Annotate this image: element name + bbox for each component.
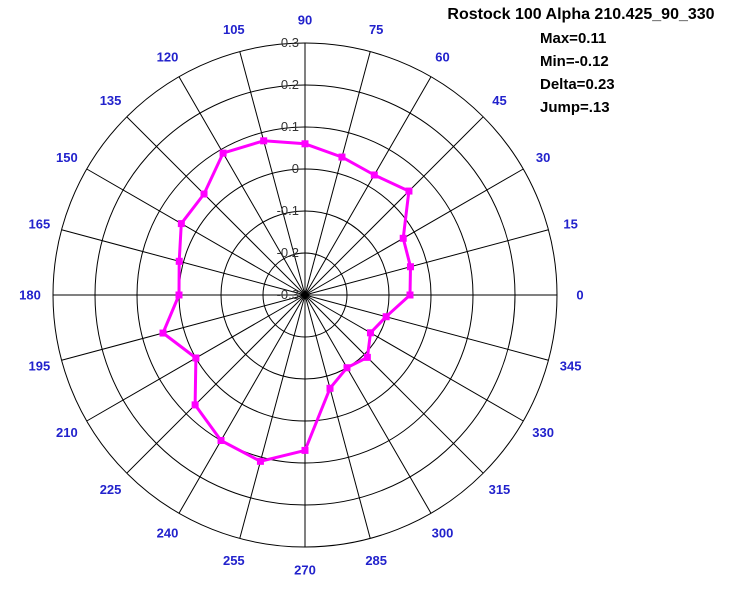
radial-tick-label: -0.3: [277, 287, 299, 302]
angle-label: 345: [560, 359, 582, 374]
data-point-marker: [370, 171, 378, 179]
angle-label: 240: [157, 526, 179, 541]
data-point-marker: [200, 190, 208, 198]
angle-label: 105: [223, 22, 245, 37]
data-point-marker: [382, 313, 390, 321]
grid-spoke: [126, 116, 306, 296]
grid-spoke: [304, 51, 371, 296]
data-point-marker: [343, 364, 351, 372]
angle-label: 195: [29, 359, 51, 374]
grid-spoke: [239, 294, 306, 539]
grid-spoke: [304, 116, 484, 296]
angle-label: 90: [298, 13, 312, 28]
grid-spoke: [178, 294, 306, 514]
angle-label: 300: [432, 526, 454, 541]
grid-spoke: [126, 294, 306, 474]
grid-spoke: [304, 294, 432, 514]
data-point-marker: [159, 329, 167, 337]
data-point-marker: [219, 149, 227, 157]
grid-spoke: [239, 51, 306, 296]
radial-tick-label: 0.2: [281, 77, 299, 92]
angle-label: 210: [56, 425, 78, 440]
angle-label: 150: [56, 150, 78, 165]
angle-label: 60: [435, 49, 449, 64]
data-point-marker: [326, 384, 334, 392]
angle-label: 0: [576, 288, 583, 303]
grid-spoke: [304, 168, 524, 296]
angle-label: 315: [489, 482, 511, 497]
data-point-marker: [301, 140, 309, 148]
angle-label: 30: [536, 150, 550, 165]
data-point-marker: [301, 446, 309, 454]
data-point-marker: [175, 257, 183, 265]
chart-title: Rostock 100 Alpha 210.425_90_330: [447, 6, 715, 23]
data-point-marker: [260, 137, 268, 145]
radial-tick-label: 0.1: [281, 119, 299, 134]
angle-label: 135: [100, 93, 122, 108]
radial-tick-label: -0.2: [277, 245, 299, 260]
radial-tick-label: -0.1: [277, 203, 299, 218]
grid-spoke: [61, 229, 306, 296]
stat-delta: Delta=0.23: [540, 76, 615, 93]
grid-spoke: [304, 294, 371, 539]
data-point-marker: [191, 401, 199, 409]
angle-label: 285: [365, 553, 387, 568]
angle-label: 165: [29, 216, 51, 231]
chart-stats: Max=0.11 Min=-0.12 Delta=0.23 Jump=.13: [540, 27, 615, 119]
radial-tick-label: 0: [292, 161, 299, 176]
data-point-marker: [177, 220, 185, 228]
data-point-marker: [406, 263, 414, 271]
angle-label: 15: [563, 216, 577, 231]
data-point-marker: [338, 153, 346, 161]
stat-min: Min=-0.12: [540, 53, 609, 70]
grid-spoke: [86, 168, 306, 296]
angle-label: 255: [223, 553, 245, 568]
angle-label: 75: [369, 22, 383, 37]
angle-label: 270: [294, 563, 316, 578]
stat-jump: Jump=.13: [540, 99, 610, 116]
data-point-marker: [405, 187, 413, 195]
stat-max: Max=0.11: [540, 30, 607, 47]
data-point-marker: [406, 291, 414, 299]
data-point-marker: [175, 291, 183, 299]
angle-label: 225: [100, 482, 122, 497]
radial-tick-label: 0.3: [281, 35, 299, 50]
data-point-marker: [366, 329, 374, 337]
grid-spoke: [178, 76, 306, 296]
data-point-marker: [217, 436, 225, 444]
angle-label: 180: [19, 288, 41, 303]
data-point-marker: [363, 353, 371, 361]
angle-label: 120: [157, 49, 179, 64]
data-point-marker: [399, 234, 407, 242]
angle-label: 45: [492, 93, 506, 108]
grid-spoke: [304, 294, 549, 361]
angle-label: 330: [532, 425, 554, 440]
grid-spoke: [304, 294, 524, 422]
data-point-marker: [192, 354, 200, 362]
grid-spoke: [61, 294, 306, 361]
grid-spoke: [304, 76, 432, 296]
grid-spoke: [304, 294, 484, 474]
grid-spoke: [304, 229, 549, 296]
data-point-marker: [256, 457, 264, 465]
